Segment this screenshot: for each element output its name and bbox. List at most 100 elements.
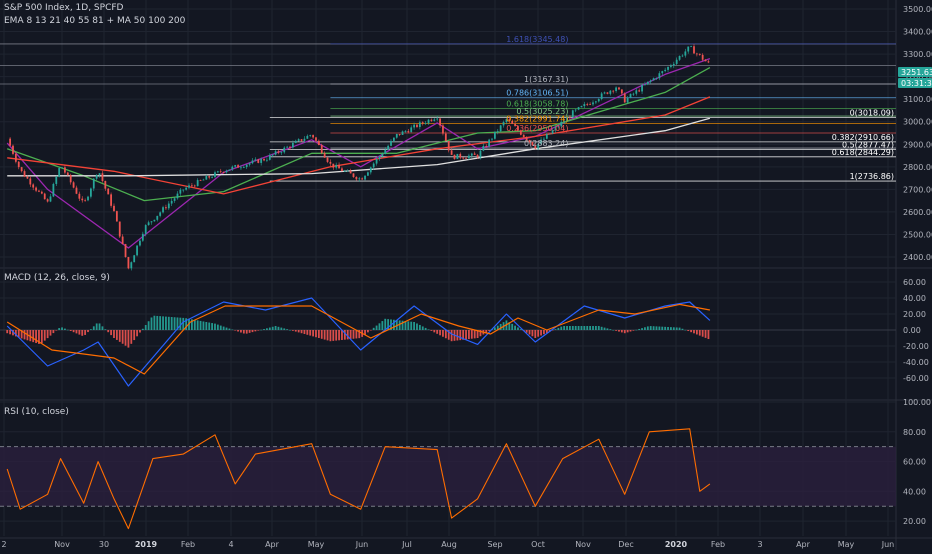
macd-histogram-bar	[372, 327, 375, 330]
macd-histogram-bar	[641, 328, 643, 330]
macd-histogram-bar	[450, 330, 453, 342]
x-tick-label: May	[308, 540, 325, 549]
candle-body	[176, 193, 179, 199]
candle-body	[167, 203, 170, 209]
y-tick-label: -40.00	[903, 358, 929, 367]
macd-histogram-bar	[384, 318, 387, 330]
candle-body	[113, 205, 115, 212]
candle-body	[468, 155, 470, 159]
macd-histogram-bar	[196, 320, 199, 330]
macd-histogram-bar	[66, 329, 69, 331]
macd-histogram-bar	[176, 317, 179, 330]
y-tick-label: 2500.00	[903, 230, 932, 239]
fib-level-label: 1(2736.86)	[850, 172, 894, 181]
candle-body	[257, 159, 260, 163]
macd-histogram-bar	[707, 330, 710, 340]
macd-histogram-bar	[141, 328, 144, 330]
macd-histogram-bar	[257, 330, 260, 331]
macd-histogram-bar	[534, 330, 537, 338]
candle-body	[378, 156, 381, 160]
macd-histogram-bar	[254, 330, 257, 332]
macd-histogram-bar	[418, 324, 421, 330]
candle-body	[55, 176, 58, 184]
candle-body	[580, 106, 583, 108]
rsi-band	[0, 446, 896, 507]
y-tick-label: 60.00	[903, 278, 926, 287]
macd-histogram-bar	[690, 330, 693, 333]
candle-body	[303, 138, 306, 141]
candle-body	[563, 121, 566, 122]
candle-body	[551, 130, 554, 134]
candle-body	[251, 160, 254, 164]
candle-body	[655, 78, 658, 79]
x-tick-label: Jun	[355, 540, 369, 549]
macd-histogram-bar	[306, 330, 309, 335]
candle-body	[626, 97, 629, 103]
macd-histogram-bar	[283, 328, 286, 330]
candle-body	[291, 142, 294, 148]
macd-histogram-bar	[153, 315, 156, 330]
candle-body	[528, 140, 531, 142]
macd-histogram-bar	[89, 329, 92, 330]
candle-body	[531, 141, 534, 146]
candle-body	[35, 187, 37, 191]
macd-histogram-bar	[442, 330, 444, 337]
macd-histogram-bar	[144, 325, 147, 330]
x-tick-label: Sep	[487, 540, 502, 549]
fib-level-label: 0.618(2844.29)	[832, 148, 894, 157]
macd-histogram-bar	[566, 326, 568, 330]
macd-histogram-bar	[603, 327, 606, 330]
candle-body	[101, 173, 104, 181]
candle-body	[421, 122, 424, 124]
candle-body	[667, 66, 669, 70]
candle-body	[268, 155, 271, 160]
macd-histogram-bar	[701, 330, 704, 337]
countdown-badge	[898, 78, 932, 88]
candle-body	[306, 135, 309, 139]
macd-histogram-bar	[320, 330, 323, 339]
macd-histogram-bar	[294, 330, 297, 332]
x-tick-label: Nov	[54, 540, 70, 549]
macd-histogram-bar	[664, 326, 667, 330]
candle-body	[38, 190, 40, 192]
candle-body	[162, 207, 164, 213]
candle-body	[46, 199, 49, 202]
macd-histogram-bar	[436, 330, 439, 334]
macd-histogram-bar	[52, 330, 55, 334]
macd-histogram-bar	[413, 322, 415, 330]
macd-histogram-bar	[430, 330, 433, 331]
macd-histogram-bar	[173, 317, 176, 330]
candle-body	[462, 157, 465, 159]
candle-body	[300, 139, 303, 141]
candle-body	[560, 121, 563, 127]
candle-body	[436, 118, 439, 120]
candle-body	[144, 225, 147, 234]
x-tick-label: Aug	[441, 540, 457, 549]
candle-body	[479, 150, 482, 158]
macd-histogram-bar	[416, 323, 418, 330]
candle-body	[678, 56, 681, 60]
macd-histogram-bar	[202, 321, 205, 330]
candle-body	[156, 215, 159, 220]
macd-histogram-bar	[675, 327, 678, 330]
candle-body	[410, 127, 413, 133]
candle-body	[110, 194, 112, 206]
macd-histogram-bar	[511, 323, 514, 330]
macd-histogram-bar	[369, 330, 372, 331]
macd-histogram-bar	[612, 330, 615, 331]
candle-body	[687, 46, 690, 52]
candle-body	[600, 93, 603, 100]
candle-body	[69, 174, 72, 183]
candle-body	[701, 54, 704, 60]
macd-histogram-bar	[623, 330, 626, 334]
candle-body	[72, 182, 75, 188]
macd-histogram-bar	[672, 327, 675, 330]
macd-histogram-bar	[670, 327, 672, 330]
candle-body	[89, 188, 92, 197]
candle-body	[577, 107, 580, 110]
candle-body	[182, 189, 185, 191]
macd-histogram-bar	[303, 330, 306, 334]
fib-level-label: 0.236(2950.04)	[506, 124, 568, 133]
